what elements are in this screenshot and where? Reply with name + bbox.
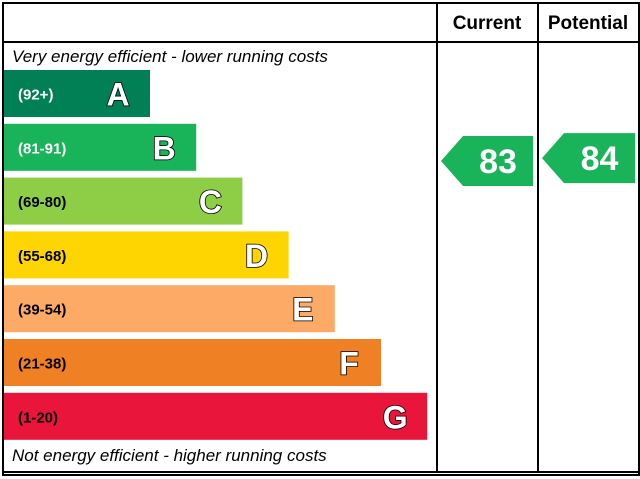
potential-rating-value: 84 — [581, 140, 619, 178]
band-b: (81-91) B — [4, 123, 197, 171]
band-range-d: (55-68) — [18, 248, 66, 265]
band-range-g: (1-20) — [18, 409, 58, 426]
band-e: (39-54) E — [4, 285, 335, 333]
band-bar-g — [4, 392, 428, 440]
band-range-a: (92+) — [18, 87, 53, 104]
band-range-e: (39-54) — [18, 302, 66, 319]
band-bar-a — [4, 70, 150, 117]
top-efficiency-note: Very energy efficient - lower running co… — [12, 47, 328, 66]
band-d: (55-68) D — [4, 231, 289, 279]
current-rating: 83 — [441, 136, 533, 186]
band-letter-c: C — [199, 184, 222, 220]
band-letter-a: A — [106, 77, 129, 113]
band-g: (1-20) G — [4, 392, 428, 440]
band-letter-b: B — [153, 130, 176, 166]
band-a: (92+) A — [4, 70, 150, 117]
band-letter-f: F — [339, 346, 359, 382]
band-letter-e: E — [292, 292, 313, 328]
band-bar-b — [4, 123, 197, 171]
band-bar-c — [4, 177, 243, 225]
band-bar-e — [4, 285, 335, 333]
potential-rating: 84 — [542, 133, 635, 184]
band-letter-d: D — [245, 238, 268, 274]
band-range-b: (81-91) — [18, 140, 66, 157]
band-f: (21-38) F — [4, 339, 381, 386]
potential-header: Potential — [548, 13, 628, 34]
bottom-efficiency-note: Not energy efficient - higher running co… — [12, 446, 327, 465]
band-c: (69-80) C — [4, 177, 243, 225]
band-range-c: (69-80) — [18, 194, 66, 211]
potential-rating-arrow — [542, 133, 635, 184]
band-bar-f — [4, 339, 381, 386]
band-bar-d — [4, 231, 289, 279]
current-rating-arrow — [441, 136, 533, 186]
current-rating-value: 83 — [479, 143, 517, 181]
rating-bands: (92+) A (81-91) B (69-80) C (55-68) D (39-54) E (2… — [4, 70, 428, 440]
current-header: Current — [453, 13, 522, 34]
band-range-f: (21-38) — [18, 356, 66, 373]
band-letter-g: G — [383, 399, 408, 435]
